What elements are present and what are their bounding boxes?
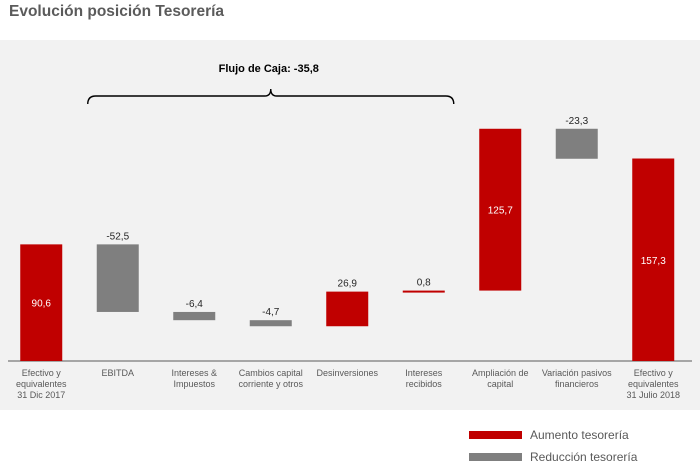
category-label-5-0: Intereses: [405, 368, 443, 378]
category-label-1-0: EBITDA: [101, 368, 134, 378]
legend: Aumento tesorería Reducción tesorería: [469, 424, 637, 468]
bar-0: [20, 244, 63, 361]
bar-2: [173, 311, 216, 321]
bar-4: [326, 291, 369, 327]
data-label-8: 157,3: [641, 256, 666, 267]
legend-item-increase: Aumento tesorería: [469, 424, 637, 446]
data-label-0: 90,6: [32, 299, 52, 310]
data-label-6: 125,7: [488, 206, 513, 217]
category-label-8-0: Efectivo y: [634, 368, 674, 378]
legend-label-decrease: Reducción tesorería: [530, 450, 638, 464]
category-label-0-1: equivalentes: [16, 379, 67, 389]
data-label-1: -52,5: [106, 231, 129, 242]
category-label-2-0: Intereses &: [171, 368, 217, 378]
chart-title: Evolución posición Tesorería: [9, 3, 225, 20]
category-label-7-1: financieros: [555, 379, 599, 389]
category-label-8-1: equivalentes: [628, 379, 679, 389]
category-label-7-0: Variación pasivos: [542, 368, 612, 378]
bar-8: [632, 158, 675, 361]
plot-area: [0, 40, 700, 410]
bar-6: [479, 128, 522, 291]
category-label-3-1: corriente y otros: [238, 379, 303, 389]
category-label-5-1: recibidos: [406, 379, 443, 389]
data-label-5: 0,8: [417, 278, 431, 289]
annotation-text: Flujo de Caja: -35,8: [219, 63, 319, 75]
category-label-6-1: capital: [487, 379, 513, 389]
legend-label-increase: Aumento tesorería: [530, 428, 629, 442]
category-label-0-0: Efectivo y: [22, 368, 62, 378]
category-label-4-0: Desinversiones: [316, 368, 378, 378]
data-label-2: -6,4: [186, 299, 204, 310]
data-label-4: 26,9: [338, 279, 358, 290]
bar-7: [555, 128, 598, 159]
flow-bracket: [87, 88, 455, 105]
category-label-0-2: 31 Dic 2017: [17, 390, 65, 400]
category-label-8-2: 31 Julio 2018: [626, 390, 680, 400]
bar-5: [402, 290, 445, 293]
category-label-3-0: Cambios capital: [239, 368, 303, 378]
category-label-2-1: Impuestos: [173, 379, 215, 389]
legend-item-decrease: Reducción tesorería: [469, 446, 637, 468]
legend-swatch-increase: [469, 431, 522, 439]
data-label-7: -23,3: [565, 116, 588, 127]
bar-3: [249, 320, 292, 327]
data-label-3: -4,7: [262, 307, 280, 318]
bar-1: [96, 244, 139, 312]
category-label-6-0: Ampliación de: [472, 368, 529, 378]
legend-swatch-decrease: [469, 453, 522, 461]
